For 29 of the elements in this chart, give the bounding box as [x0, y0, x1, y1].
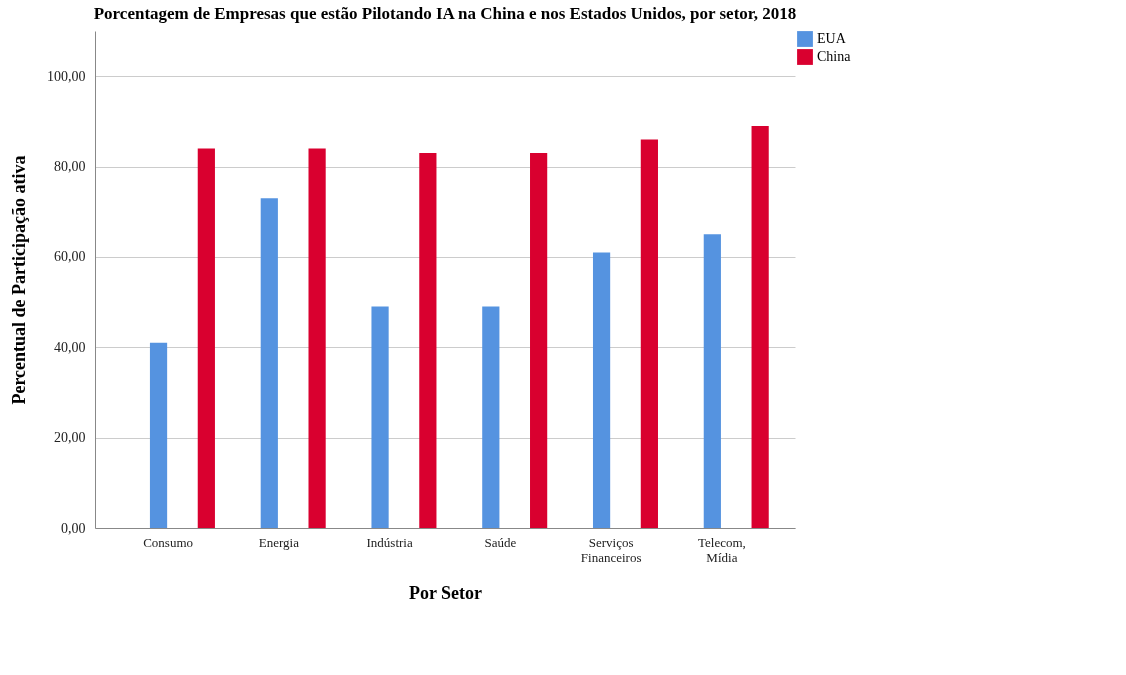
y-tick-label: 20,00 [54, 430, 86, 446]
x-tick-label: Saúde [484, 534, 517, 550]
bar [371, 306, 389, 528]
bar [197, 148, 215, 528]
x-tick-label: Energia [258, 534, 300, 550]
bar [530, 152, 548, 528]
x-tick-label: Telecom, Mídia [697, 534, 746, 565]
y-tick-label: 40,00 [54, 339, 86, 355]
y-tick-label: 60,00 [54, 249, 86, 265]
bar [308, 148, 326, 528]
bar [482, 306, 500, 528]
bar [149, 342, 168, 528]
x-tick-label: Indústria [366, 534, 413, 550]
bar [592, 252, 611, 528]
x-tick-label: Serviços Financeiros [580, 534, 642, 565]
x-tick-label: Consumo [143, 534, 194, 550]
legend-label: China [817, 49, 852, 64]
y-axis-title: Percentual de Participação ativa [9, 155, 29, 405]
legend-label: EUA [817, 31, 847, 46]
bar [751, 125, 769, 528]
y-tick-label: 0,00 [61, 520, 86, 536]
bar [419, 152, 437, 528]
y-tick-label: 100,00 [47, 68, 86, 84]
chart-title: Porcentagem de Empresas que estão Pilotando IA na China e nos Estados Unidos, por setor, 2018 [93, 4, 797, 23]
y-tick-label: 80,00 [54, 159, 86, 175]
bar [640, 139, 658, 528]
bar [703, 234, 721, 528]
x-axis-title: Por Setor [408, 582, 483, 603]
bar [260, 198, 278, 528]
